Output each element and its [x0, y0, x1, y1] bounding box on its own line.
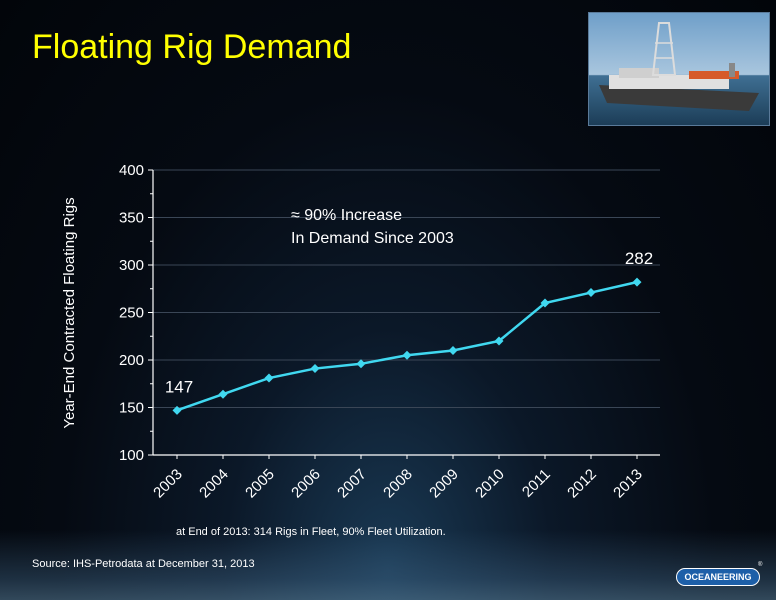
- x-tick-label: 2005: [242, 466, 278, 502]
- x-tick-label: 2010: [472, 466, 508, 502]
- data-point: [586, 288, 596, 298]
- y-tick-label: 350: [119, 210, 144, 227]
- data-point: [172, 405, 182, 415]
- series-points: [172, 277, 642, 415]
- x-tick-label: 2011: [519, 466, 554, 501]
- y-tick-label: 400: [119, 162, 144, 179]
- rig-photo: [588, 12, 770, 126]
- y-tick-label: 150: [119, 400, 144, 417]
- oceaneering-logo: OCEANEERING: [676, 568, 760, 586]
- x-tick-label: 2003: [150, 466, 186, 502]
- data-point: [540, 298, 550, 308]
- y-tick-label: 100: [119, 447, 144, 464]
- data-point: [310, 364, 320, 374]
- data-point: [632, 277, 642, 287]
- annotation-line-2: In Demand Since 2003: [291, 230, 454, 247]
- fleet-footnote: at End of 2013: 314 Rigs in Fleet, 90% F…: [176, 526, 446, 538]
- chart-gridlines: [153, 169, 660, 408]
- data-point: [448, 346, 458, 355]
- data-point: [494, 336, 504, 346]
- series-line: [176, 280, 638, 412]
- y-axis-label: Year-End Contracted Floating Rigs: [61, 197, 78, 428]
- x-tick-labels: 2003 2004 2005 2006 2007 2008 2009 2010 2011 2012…: [150, 466, 646, 502]
- logo-registered-mark: ®: [758, 562, 763, 568]
- x-tick-label: 2008: [380, 466, 416, 502]
- chart-axes: [148, 169, 660, 459]
- annotation-line-1: ≈ 90% Increase: [291, 207, 402, 224]
- x-tick-label: 2004: [196, 466, 232, 502]
- x-tick-label: 2007: [334, 466, 370, 502]
- y-tick-label: 250: [119, 305, 144, 322]
- data-labels: 147 282: [165, 249, 653, 396]
- y-tick-labels: 100 150 200 250 300 350 400: [119, 162, 144, 464]
- data-point: [218, 389, 228, 399]
- data-label: 282: [625, 249, 653, 268]
- data-point: [402, 350, 412, 360]
- data-point: [264, 373, 274, 383]
- slide-title: Floating Rig Demand: [32, 28, 352, 66]
- x-tick-label: 2013: [610, 466, 646, 502]
- seafloor-background: [0, 530, 776, 600]
- y-tick-label: 300: [119, 257, 144, 274]
- data-point: [356, 359, 366, 369]
- source-citation: Source: IHS-Petrodata at December 31, 20…: [32, 558, 255, 570]
- x-tick-label: 2006: [288, 466, 324, 502]
- x-tick-label: 2012: [564, 466, 600, 502]
- x-tick-label: 2009: [426, 466, 462, 502]
- y-tick-label: 200: [119, 352, 144, 369]
- data-label: 147: [165, 377, 193, 396]
